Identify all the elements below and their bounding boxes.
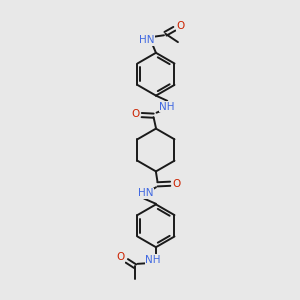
Text: NH: NH xyxy=(160,102,175,112)
Text: O: O xyxy=(116,252,124,262)
Text: HN: HN xyxy=(138,188,153,198)
Text: O: O xyxy=(172,179,181,189)
Text: O: O xyxy=(177,21,185,31)
Text: O: O xyxy=(131,110,139,119)
Text: NH: NH xyxy=(145,255,161,265)
Text: HN: HN xyxy=(139,35,155,45)
